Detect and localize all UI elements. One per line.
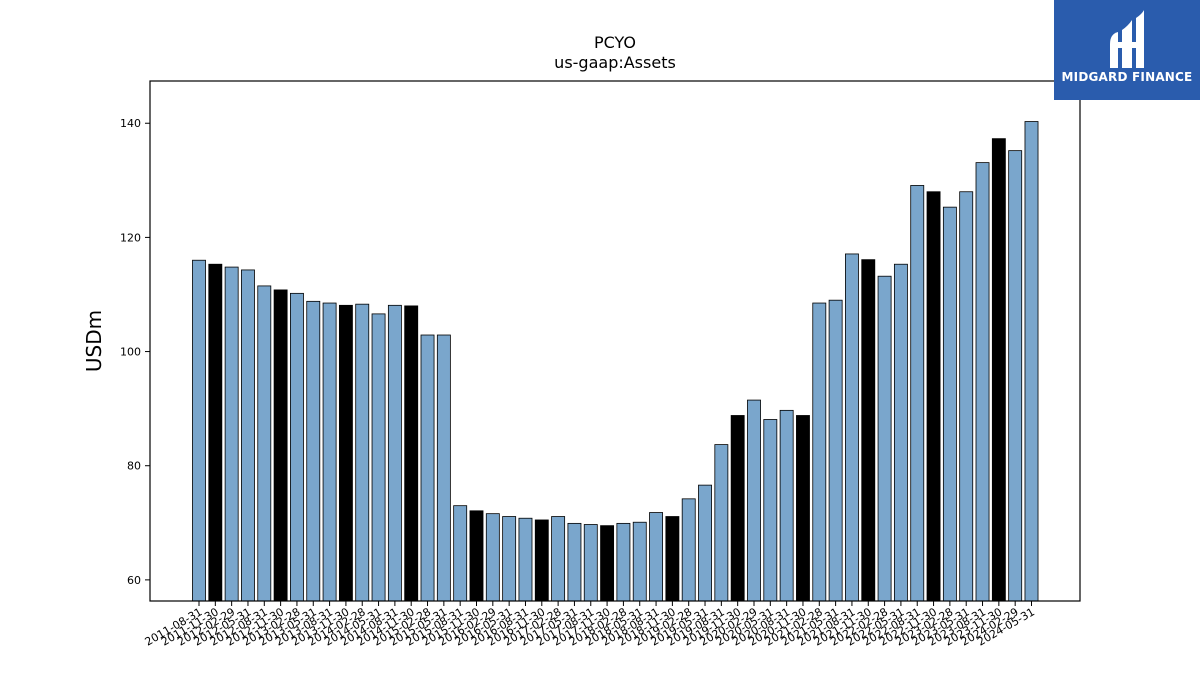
bar-2013-08-31	[322, 302, 337, 602]
bar-2020-02-29	[747, 399, 761, 602]
bar-2016-05-31	[502, 516, 517, 602]
y-tick-label: 120	[120, 231, 141, 244]
bar-2011-11-30	[208, 263, 223, 602]
bar-2019-08-31	[714, 444, 729, 602]
bar-2022-08-31	[910, 185, 925, 602]
bar-2014-05-31	[371, 313, 386, 602]
bar-2012-05-31	[241, 269, 255, 602]
bar-2020-08-31	[779, 409, 794, 602]
bars-group	[192, 121, 1039, 602]
logo-text: MIDGARD FINANCE	[1061, 70, 1193, 84]
bar-2021-05-31	[828, 299, 843, 602]
bar-2018-05-31	[632, 521, 647, 602]
bar-2023-08-31	[975, 162, 990, 602]
bar-2018-11-30	[665, 516, 680, 602]
bar-2013-11-30	[338, 304, 353, 602]
x-axis: 2011-08-312011-11-302012-02-292012-05-31…	[143, 601, 1037, 649]
bar-2015-08-31	[453, 505, 468, 602]
bar-2016-08-31	[518, 517, 533, 602]
bar-2020-11-30	[796, 415, 810, 602]
bar-2024-05-31	[1024, 121, 1039, 602]
bar-2023-02-28	[942, 206, 957, 602]
bar-2011-08-31	[192, 259, 206, 602]
y-axis: 60 80 100 120 140	[120, 117, 150, 587]
bar-2023-05-31	[959, 191, 974, 602]
bar-2020-05-31	[763, 419, 778, 602]
bar-2021-08-31	[845, 253, 859, 602]
bar-2012-08-31	[257, 285, 272, 602]
bar-2018-02-28	[616, 522, 631, 602]
y-tick-label: 140	[120, 117, 141, 130]
bar-2014-08-31	[387, 304, 402, 602]
bar-2015-11-30	[469, 510, 484, 602]
bar-2017-02-28	[551, 516, 566, 602]
bar-2023-11-30	[991, 138, 1006, 602]
y-tick-label: 100	[120, 346, 141, 359]
chart-subtitle: us-gaap:Assets	[554, 53, 676, 72]
bar-2024-02-29	[1008, 150, 1023, 602]
y-axis-label: USDm	[82, 310, 106, 372]
bar-2015-02-28	[420, 334, 435, 602]
bar-2014-02-28	[355, 303, 370, 602]
bar-2021-11-30	[861, 259, 876, 602]
y-tick-label: 60	[127, 574, 141, 587]
bar-2016-11-30	[534, 519, 549, 602]
bar-2014-11-30	[404, 305, 419, 602]
bar-2016-02-29	[485, 513, 500, 602]
bar-2022-02-28	[877, 275, 892, 602]
bar-2018-08-31	[649, 512, 663, 602]
bar-2012-11-30	[273, 289, 288, 602]
midgard-finance-logo: MIDGARD FINANCE	[1054, 0, 1200, 100]
bar-2021-02-28	[812, 302, 827, 602]
logo-mark-icon	[1110, 10, 1144, 68]
bar-2022-05-31	[893, 263, 908, 602]
bar-2017-08-31	[583, 524, 598, 602]
bar-2015-05-31	[436, 334, 451, 602]
y-tick-label: 80	[127, 460, 141, 473]
chart-title: PCYO	[594, 33, 636, 52]
bar-2017-05-31	[567, 522, 582, 602]
bar-2013-05-31	[306, 300, 321, 602]
bar-2017-11-30	[600, 525, 615, 602]
bar-2022-11-30	[926, 191, 941, 602]
bar-2012-02-29	[224, 266, 239, 602]
bar-2019-11-30	[730, 415, 745, 602]
bar-2013-02-28	[290, 292, 304, 602]
bar-2019-02-28	[681, 498, 696, 602]
bar-2019-05-31	[698, 484, 712, 602]
plot-frame	[149, 80, 1081, 602]
